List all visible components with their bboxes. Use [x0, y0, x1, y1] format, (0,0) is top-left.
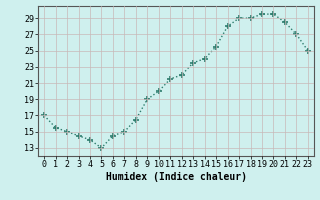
X-axis label: Humidex (Indice chaleur): Humidex (Indice chaleur)	[106, 172, 246, 182]
